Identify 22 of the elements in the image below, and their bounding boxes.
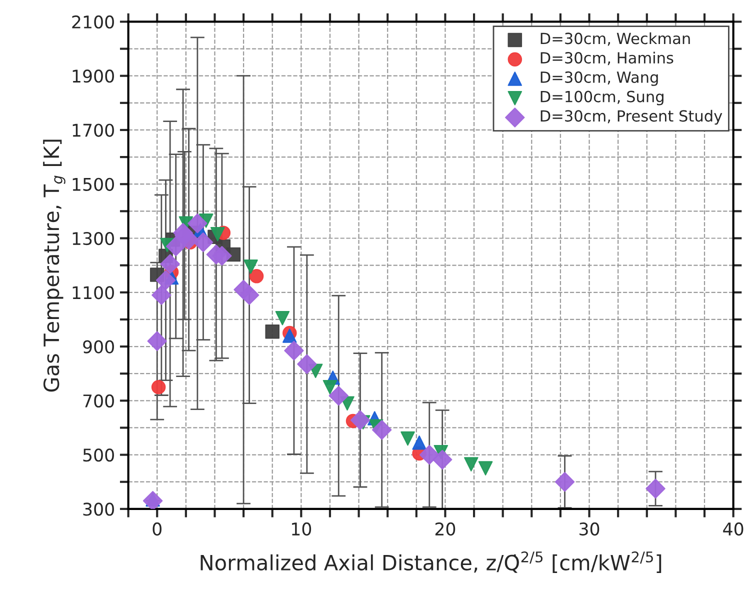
- y-tick-label: 900: [83, 340, 114, 354]
- x-tick-label: 10: [292, 522, 312, 536]
- y-tick-label: 2100: [72, 15, 114, 29]
- y-axis-title: Gas Temperature, T$_{g}$ [K]: [43, 140, 66, 392]
- x-tick-label: 40: [723, 522, 744, 536]
- legend-label: D=30cm, Wang: [540, 71, 658, 86]
- legend-label: D=30cm, Present Study: [540, 110, 722, 125]
- x-tick-label: 0: [152, 522, 162, 536]
- legend-label: D=30cm, Weckman: [540, 32, 690, 46]
- y-tick-label: 500: [83, 448, 114, 462]
- y-tick-label: 1500: [72, 178, 114, 191]
- y-tick-label: 1300: [72, 232, 114, 246]
- y-tick-label: 300: [83, 502, 114, 516]
- y-tick-label: 700: [83, 394, 114, 408]
- y-tick-label: 1700: [72, 124, 114, 137]
- legend-label: D=30cm, Hamins: [540, 52, 674, 66]
- y-tick-label: 1100: [72, 286, 114, 300]
- x-axis-title: Normalized Axial Distance, z/Q̇$^{2/5}$ [cm/kW$^{2/5}$]: [200, 551, 662, 573]
- y-tick-label: 1900: [72, 70, 114, 83]
- x-tick-label: 20: [435, 522, 456, 536]
- legend-label: D=100cm, Sung: [540, 90, 664, 106]
- x-tick-label: 30: [580, 522, 600, 536]
